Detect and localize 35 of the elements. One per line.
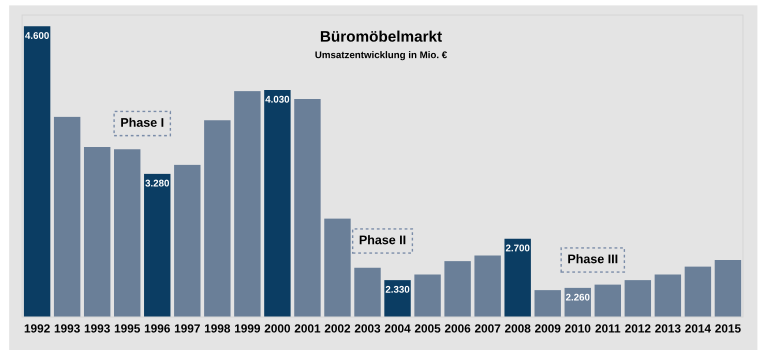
x-tick-label: 1993 [54, 324, 80, 333]
annotation: Phase III [568, 254, 618, 264]
x-tick-label: 2011 [595, 324, 620, 333]
data-label: 2.330 [386, 286, 410, 293]
x-tick-label: 2014 [685, 324, 711, 333]
x-tick-label: 1992 [24, 324, 50, 333]
annotation: Phase I [121, 118, 164, 127]
data-label: 4.600 [25, 32, 49, 39]
x-tick-label: 1993 [84, 324, 110, 333]
x-tick-label: 2004 [384, 324, 411, 333]
x-tick-label: 2009 [535, 324, 560, 333]
x-tick-label: 2006 [444, 324, 470, 333]
x-tick-label: 2000 [264, 324, 290, 333]
data-label: 2.260 [566, 294, 590, 301]
x-tick-label: 2010 [565, 324, 590, 333]
x-tick-label: 2001 [294, 324, 320, 333]
x-tick-label: 1998 [204, 324, 230, 333]
x-tick-label: 2003 [354, 324, 380, 333]
x-tick-label: 2005 [414, 324, 440, 333]
x-tick-label: 2002 [324, 324, 350, 333]
x-tick-label: 1997 [174, 324, 200, 333]
x-tick-label: 1995 [114, 324, 140, 333]
x-tick-label: 1996 [144, 324, 170, 333]
text: Umsatzentwicklung in Mio. € [315, 51, 448, 60]
x-tick-label: 2013 [655, 324, 681, 333]
x-tick-label: 2012 [625, 324, 650, 333]
x-tick-label: 2008 [504, 324, 530, 333]
text: Büromöbelmarkt [320, 30, 442, 42]
x-tick-label: 2015 [715, 324, 741, 333]
x-tick-label: 2007 [474, 324, 500, 333]
data-label: 3.280 [145, 180, 170, 187]
x-tick-label: 1999 [234, 324, 260, 333]
data-label: 4.030 [265, 96, 290, 103]
data-label: 2.700 [506, 244, 530, 252]
annotation: Phase II [360, 235, 406, 244]
